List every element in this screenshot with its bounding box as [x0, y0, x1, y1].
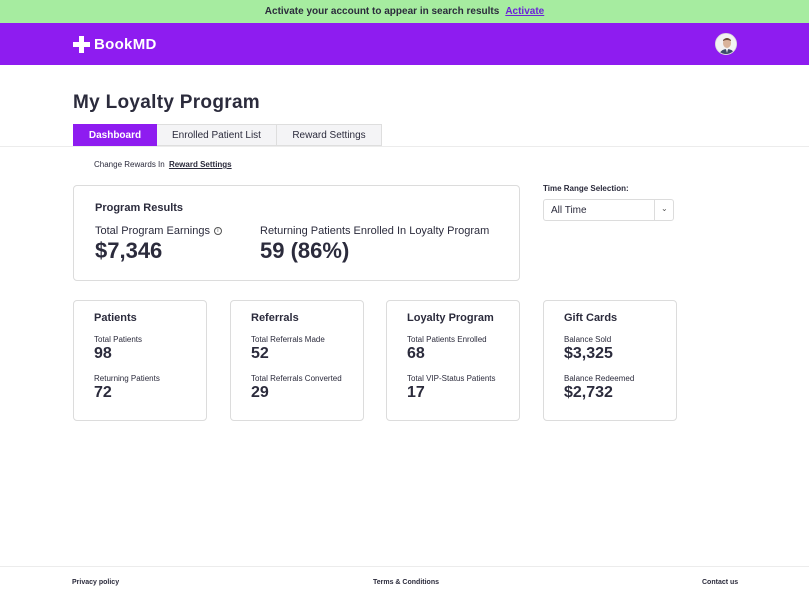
activation-banner: Activate your account to appear in searc…: [0, 0, 809, 23]
stat-value: 29: [251, 384, 269, 401]
info-icon[interactable]: i: [213, 227, 222, 235]
page-title: My Loyalty Program: [73, 92, 261, 113]
cross-icon: [73, 36, 90, 53]
earnings-value: $7,346: [95, 238, 163, 263]
rewards-note-text: Change Rewards In: [94, 160, 165, 169]
card-title: Referrals: [251, 312, 299, 324]
terms-link[interactable]: Terms & Conditions: [373, 579, 439, 586]
stat-value: $3,325: [564, 345, 613, 362]
stat-label: Total Patients Enrolled: [407, 335, 487, 344]
time-range-value: All Time: [551, 205, 587, 216]
card-title: Gift Cards: [564, 312, 618, 324]
card-title: Patients: [94, 312, 137, 324]
loyalty-program-card: Loyalty Program Total Patients Enrolled …: [386, 300, 520, 421]
time-range-label: Time Range Selection:: [543, 184, 629, 193]
tab-dashboard[interactable]: Dashboard: [73, 124, 157, 146]
stat-label: Balance Redeemed: [564, 374, 635, 383]
stat-value: $2,732: [564, 384, 613, 401]
card-title: Loyalty Program: [407, 312, 494, 324]
returning-label: Returning Patients Enrolled In Loyalty P…: [260, 225, 490, 237]
footer-divider: [0, 566, 809, 567]
earnings-label: Total Program Earnings: [95, 225, 210, 237]
tab-bar: Dashboard Enrolled Patient List Reward S…: [73, 124, 382, 146]
top-header: BookMD: [0, 23, 809, 65]
banner-text: Activate your account to appear in searc…: [264, 6, 500, 17]
stat-label: Total Patients: [94, 335, 143, 344]
returning-value: 59 (86%): [260, 238, 350, 263]
select-divider: [654, 200, 655, 220]
stat-value: 72: [94, 384, 112, 401]
stat-value: 52: [251, 345, 269, 362]
earnings-label-row: Total Program Earnings i: [95, 225, 222, 237]
patients-card: Patients Total Patients 98 Returning Pat…: [73, 300, 207, 421]
stat-value: 98: [94, 345, 112, 362]
stat-label: Returning Patients: [94, 374, 160, 383]
chevron-down-icon: ⌄: [661, 204, 668, 213]
privacy-policy-link[interactable]: Privacy policy: [72, 579, 120, 586]
program-results-title: Program Results: [95, 202, 184, 214]
rewards-note: Change Rewards In Reward Settings: [94, 160, 232, 169]
program-results-card: Program Results Total Program Earnings i…: [73, 185, 520, 281]
user-photo-icon: [716, 34, 736, 54]
stat-value: 17: [407, 384, 425, 401]
tab-reward-settings[interactable]: Reward Settings: [277, 124, 382, 146]
referrals-card: Referrals Total Referrals Made 52 Total …: [230, 300, 364, 421]
gift-cards-card: Gift Cards Balance Sold $3,325 Balance R…: [543, 300, 677, 421]
stat-value: 68: [407, 345, 425, 362]
reward-settings-link[interactable]: Reward Settings: [168, 160, 232, 169]
stat-label: Balance Sold: [564, 335, 612, 344]
tabs-divider: [0, 146, 809, 147]
time-range-select[interactable]: All Time ⌄: [543, 199, 674, 221]
logo-text: BookMD: [94, 36, 157, 53]
tab-enrolled-patient-list[interactable]: Enrolled Patient List: [157, 124, 277, 146]
stat-label: Total VIP-Status Patients: [407, 374, 496, 383]
user-avatar[interactable]: [715, 33, 737, 55]
contact-us-link[interactable]: Contact us: [702, 579, 739, 586]
bookmd-logo[interactable]: BookMD: [73, 36, 157, 53]
stat-label: Total Referrals Made: [251, 335, 325, 344]
activate-link[interactable]: Activate: [505, 6, 545, 17]
stat-label: Total Referrals Converted: [251, 374, 342, 383]
